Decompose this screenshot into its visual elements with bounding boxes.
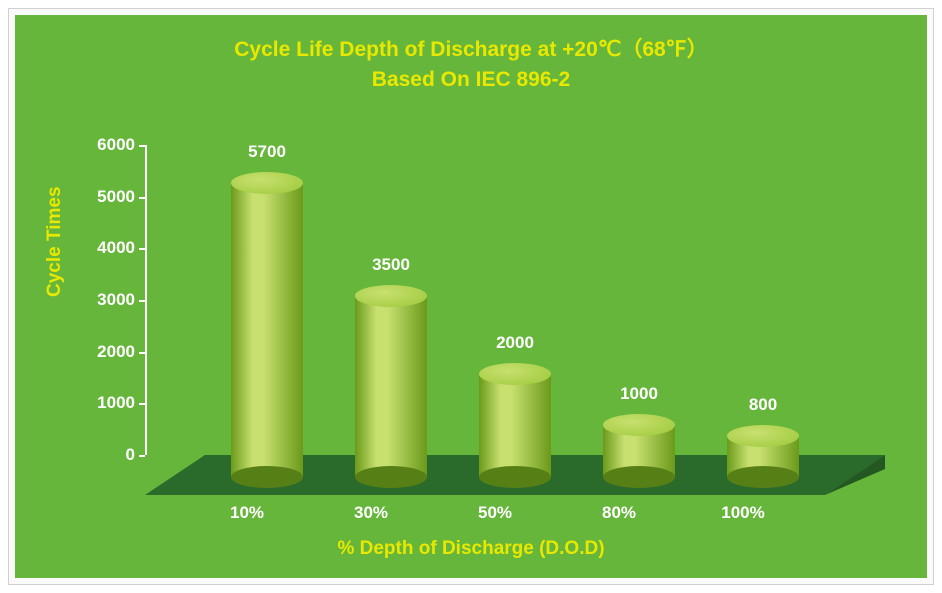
bar-top-ellipse xyxy=(727,425,799,447)
bar-value-label: 2000 xyxy=(496,333,534,353)
outer-frame: Cycle Life Depth of Discharge at +20℃（68… xyxy=(8,8,934,585)
bar-cylinder xyxy=(231,183,303,478)
bar-value-label: 1000 xyxy=(620,384,658,404)
bar-cylinder xyxy=(355,296,427,477)
y-tick-mark xyxy=(139,248,145,250)
y-tick-label: 2000 xyxy=(75,342,135,362)
bar-base-ellipse xyxy=(727,466,799,488)
plot-area: 0100020003000400050006000570010%350030%2… xyxy=(145,145,885,495)
y-tick-mark xyxy=(139,300,145,302)
bar-base-ellipse xyxy=(355,466,427,488)
bar-cylinder xyxy=(479,374,551,477)
bar-base-ellipse xyxy=(479,466,551,488)
y-tick-label: 5000 xyxy=(75,187,135,207)
bar-body xyxy=(479,374,551,477)
bar-cylinder xyxy=(603,425,675,477)
y-tick-mark xyxy=(139,197,145,199)
x-tick-label: 50% xyxy=(478,503,512,523)
y-tick-mark xyxy=(139,455,145,457)
y-tick-label: 6000 xyxy=(75,135,135,155)
y-axis-label: Cycle Times xyxy=(44,186,66,297)
y-tick-label: 1000 xyxy=(75,393,135,413)
bar-body xyxy=(231,183,303,478)
bar-value-label: 800 xyxy=(749,395,777,415)
y-axis-line xyxy=(145,145,147,455)
y-tick-label: 3000 xyxy=(75,290,135,310)
x-tick-label: 30% xyxy=(354,503,388,523)
title-line-2: Based On IEC 896-2 xyxy=(15,65,927,95)
bar-value-label: 3500 xyxy=(372,255,410,275)
x-tick-label: 100% xyxy=(721,503,764,523)
x-tick-label: 80% xyxy=(602,503,636,523)
chart-title: Cycle Life Depth of Discharge at +20℃（68… xyxy=(15,35,927,96)
chart-panel: Cycle Life Depth of Discharge at +20℃（68… xyxy=(15,15,927,578)
y-tick-mark xyxy=(139,403,145,405)
x-axis-label: % Depth of Discharge (D.O.D) xyxy=(337,538,604,560)
bar-base-ellipse xyxy=(603,466,675,488)
title-line-1: Cycle Life Depth of Discharge at +20℃（68… xyxy=(15,35,927,65)
bar-top-ellipse xyxy=(479,363,551,385)
bar-body xyxy=(355,296,427,477)
bar-top-ellipse xyxy=(231,172,303,194)
x-tick-label: 10% xyxy=(230,503,264,523)
y-tick-mark xyxy=(139,145,145,147)
bar-cylinder xyxy=(727,436,799,477)
bar-value-label: 5700 xyxy=(248,142,286,162)
y-tick-label: 4000 xyxy=(75,238,135,258)
y-tick-mark xyxy=(139,352,145,354)
bar-base-ellipse xyxy=(231,466,303,488)
y-tick-label: 0 xyxy=(75,445,135,465)
